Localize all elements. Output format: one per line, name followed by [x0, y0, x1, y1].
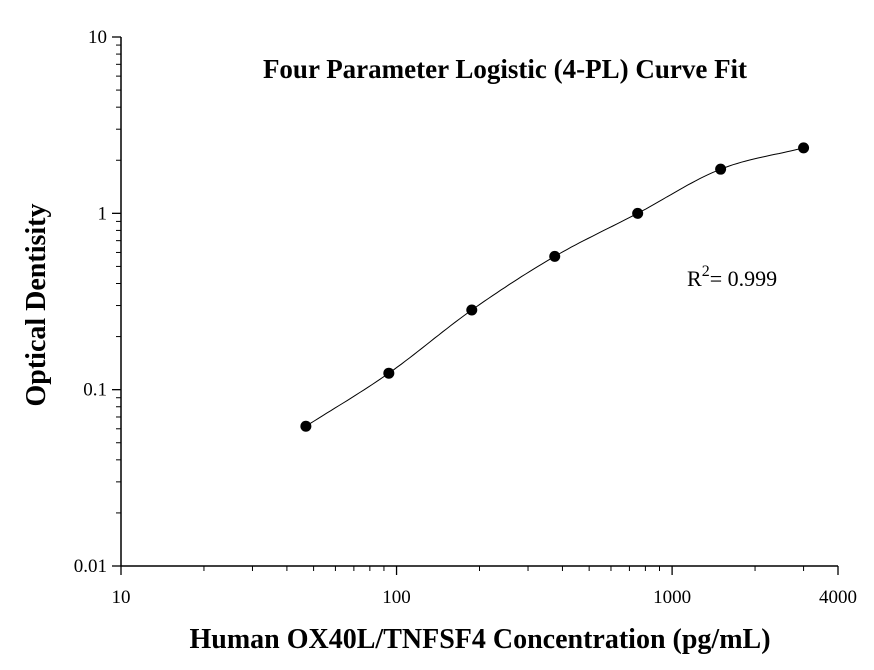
- x-tick-label: 1000: [653, 587, 691, 608]
- data-point: [632, 207, 644, 219]
- x-tick-label: 10: [112, 587, 131, 608]
- r-squared-superscript: 2: [702, 263, 710, 280]
- x-tick-label: 4000: [819, 587, 857, 608]
- data-point: [798, 142, 810, 154]
- x-axis-label: Human OX40L/TNFSF4 Concentration (pg/mL): [189, 624, 770, 655]
- data-point: [300, 420, 312, 432]
- data-point: [383, 367, 395, 379]
- data-point: [466, 304, 478, 316]
- y-tick-label: 10: [88, 27, 107, 48]
- x-tick-label: 100: [382, 587, 411, 608]
- y-axis-label: Optical Dentisity: [21, 204, 52, 407]
- data-point: [549, 250, 561, 262]
- data-point: [715, 163, 727, 175]
- chart-title: Four Parameter Logistic (4-PL) Curve Fit: [263, 54, 747, 84]
- r-squared-symbol: R: [687, 266, 702, 291]
- y-tick-label: 0.1: [83, 380, 107, 401]
- r-squared-annotation: R2= 0.999: [687, 263, 777, 291]
- r-squared-value: = 0.999: [710, 266, 777, 291]
- y-tick-label: 0.01: [74, 556, 107, 577]
- y-tick-label: 1: [98, 203, 108, 224]
